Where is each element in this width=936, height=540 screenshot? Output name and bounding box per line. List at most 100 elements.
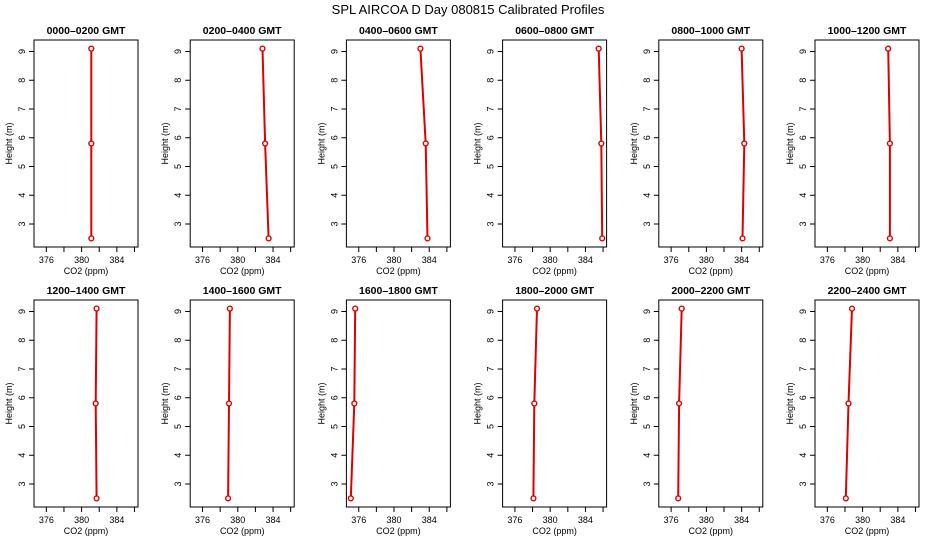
profile-point [739,235,746,242]
y-tick-label: 6 [329,135,339,140]
panel-frame [189,299,295,508]
x-axis-label: CO2 (ppm) [532,266,577,276]
x-tick-label: 384 [266,255,281,265]
profile-point [424,235,431,242]
y-axis-label: Height (m) [4,122,14,164]
y-tick-label: 4 [329,193,339,198]
profile-point [599,235,606,242]
profile-point [741,140,748,147]
y-tick-label: 8 [798,78,808,83]
panel-frame [814,299,920,508]
x-tick-label: 376 [195,255,210,265]
profile-point [595,45,602,52]
y-tick-label: 5 [798,164,808,169]
y-axis-label: Height (m) [316,122,326,164]
profile-point [738,45,745,52]
panel-frame [658,299,764,508]
x-tick-label: 384 [422,255,437,265]
y-axis-label: Height (m) [4,382,14,424]
panel-frame [345,39,451,248]
y-tick-label: 6 [642,395,652,400]
y-tick-label: 6 [329,395,339,400]
panel-frame [33,299,139,508]
y-tick-label: 9 [642,309,652,314]
profile-point [88,235,95,242]
profile-point [848,305,856,312]
profile-point [531,400,538,407]
y-tick-label: 3 [173,221,183,226]
y-tick-label: 4 [798,453,808,458]
y-tick-label: 5 [17,424,27,429]
profile-point [265,235,272,242]
y-tick-label: 3 [486,221,496,226]
y-axis-label: Height (m) [316,382,326,424]
y-tick-label: 5 [642,164,652,169]
y-tick-label: 4 [173,453,183,458]
x-tick-label: 380 [543,255,558,265]
y-tick-label: 9 [798,49,808,54]
y-tick-label: 7 [17,106,27,111]
x-tick-label: 376 [507,515,522,525]
panel-title: 1400–1600 GMT [203,285,282,297]
x-axis-label: CO2 (ppm) [376,526,421,536]
figure-title: SPL AIRCOA D Day 080815 Calibrated Profi… [331,2,605,17]
x-tick-label: 384 [109,515,124,525]
x-tick-label: 376 [820,255,835,265]
y-tick-label: 8 [173,78,183,83]
y-tick-label: 9 [17,49,27,54]
y-tick-label: 9 [642,49,652,54]
y-axis-label: Height (m) [629,382,639,424]
panel-title: 0200–0400 GMT [203,25,282,37]
x-tick-label: 376 [664,515,679,525]
y-tick-label: 7 [17,366,27,371]
profile-point [224,495,232,502]
x-tick-label: 384 [890,255,905,265]
profile-point [88,45,95,52]
y-tick-label: 8 [798,338,808,343]
x-axis-label: CO2 (ppm) [220,266,265,276]
y-tick-label: 8 [642,338,652,343]
y-tick-label: 6 [173,135,183,140]
y-tick-label: 3 [17,221,27,226]
y-tick-label: 7 [329,106,339,111]
profile-point [347,495,354,502]
profile-point [886,140,894,147]
y-tick-label: 4 [17,193,27,198]
y-tick-label: 7 [798,106,808,111]
y-tick-label: 4 [486,193,496,198]
y-tick-label: 3 [173,481,183,486]
panel-frame [502,299,608,508]
x-tick-label: 380 [74,255,89,265]
y-tick-label: 8 [329,338,339,343]
x-tick-label: 384 [266,515,281,525]
panel-title: 1600–1800 GMT [359,285,438,297]
y-tick-label: 4 [17,453,27,458]
y-tick-label: 3 [329,221,339,226]
x-tick-label: 380 [386,515,401,525]
profile-point [675,400,683,407]
y-tick-label: 5 [329,164,339,169]
y-tick-label: 3 [329,481,339,486]
x-axis-label: CO2 (ppm) [845,266,890,276]
y-tick-label: 8 [486,78,496,83]
y-tick-label: 5 [642,424,652,429]
y-tick-label: 7 [329,366,339,371]
panel-frame [814,39,920,248]
y-tick-label: 9 [486,49,496,54]
panel-title: 0000–0200 GMT [47,25,126,37]
panel-title: 2200–2400 GMT [828,285,907,297]
profile-point [225,400,233,407]
y-tick-label: 3 [642,221,652,226]
y-tick-label: 4 [173,193,183,198]
x-tick-label: 380 [855,515,870,525]
x-tick-label: 376 [820,515,835,525]
y-tick-label: 7 [642,106,652,111]
x-tick-label: 376 [195,515,210,525]
y-tick-label: 7 [173,106,183,111]
panel-frame [658,39,764,248]
x-tick-label: 380 [699,255,714,265]
x-axis-label: CO2 (ppm) [689,266,734,276]
y-tick-label: 6 [486,395,496,400]
